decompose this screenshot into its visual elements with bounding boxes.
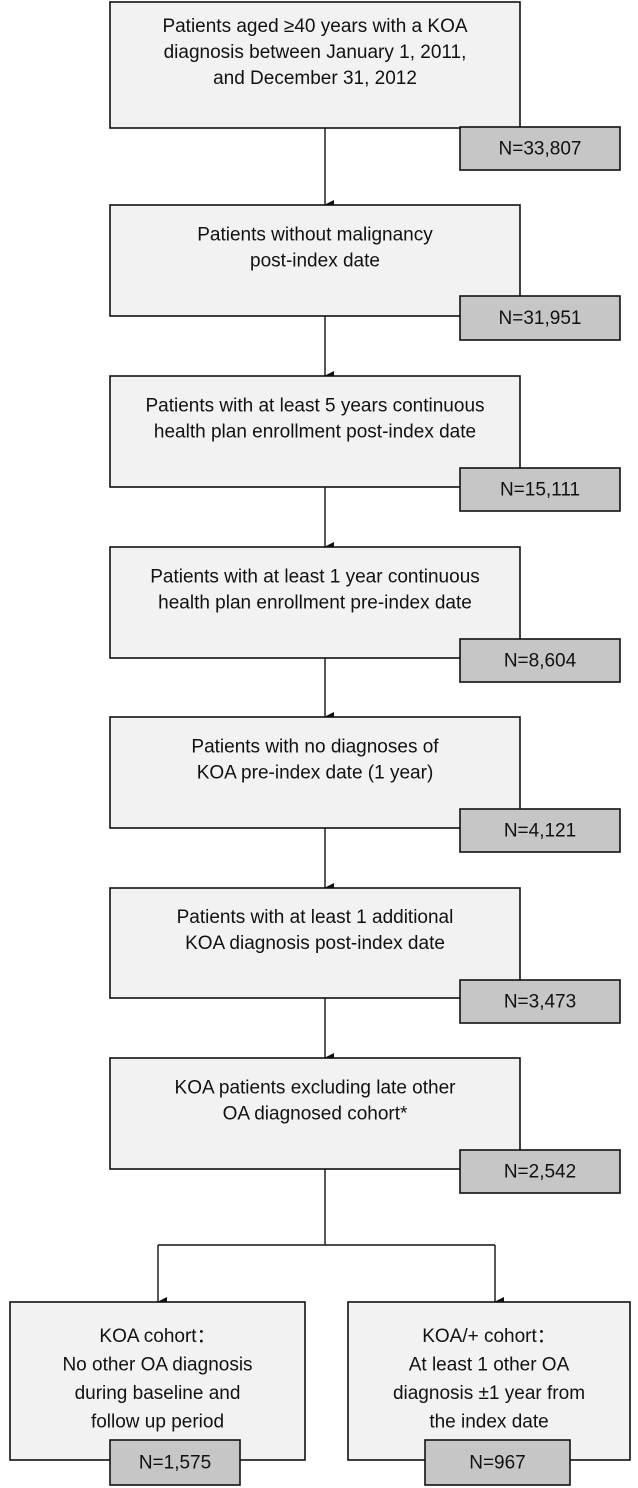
count-text: N=2,542 (504, 1162, 576, 1183)
step-box (109, 1057, 521, 1170)
count-text: N=1,575 (139, 1453, 211, 1474)
step-text: post-index date (250, 251, 380, 272)
step-text: KOA diagnosis post-index date (185, 933, 445, 954)
step-text: health plan enrollment post-index date (154, 422, 476, 443)
step-box (109, 887, 521, 999)
count-box (424, 1439, 571, 1486)
step-text: Patients with at least 1 year continuous (150, 567, 480, 588)
step-box (109, 546, 521, 659)
step-text: Patients with at least 5 years continuou… (145, 396, 484, 417)
step-text: No other OA diagnosis (62, 1355, 252, 1376)
step-text: At least 1 other OA (409, 1355, 570, 1376)
step-box (109, 204, 521, 317)
count-text: N=3,473 (504, 992, 576, 1013)
step-box (109, 716, 521, 829)
count-box (459, 979, 621, 1024)
step-text: and December 31, 2012 (213, 68, 417, 89)
count-box (459, 1149, 621, 1194)
step-box (109, 1, 521, 129)
count-text: N=15,111 (500, 480, 580, 501)
step-text: during baseline and (75, 1383, 241, 1404)
step-text: KOA cohort： (99, 1326, 215, 1347)
step-text: OA diagnosed cohort* (223, 1104, 408, 1125)
count-text: N=33,807 (499, 139, 582, 160)
step-box (109, 375, 521, 488)
connectors (157, 128, 504, 1307)
count-box (459, 467, 621, 512)
step-text: Patients without malignancy (197, 225, 433, 246)
step-text: Patients with no diagnoses of (191, 737, 439, 758)
step-text: KOA patients excluding late other (175, 1078, 457, 1099)
step-text: the index date (429, 1412, 548, 1433)
count-text: N=8,604 (504, 651, 577, 672)
split-line (158, 1169, 495, 1246)
step-text: follow up period (91, 1412, 224, 1433)
count-text: N=31,951 (499, 308, 582, 329)
count-box (459, 295, 621, 341)
count-box (459, 638, 621, 683)
step-text: Patients aged ≥40 years with a KOA (162, 16, 467, 37)
step-text: KOA/+ cohort： (422, 1326, 556, 1347)
step-text: diagnosis between January 1, 2011, (164, 42, 467, 63)
step-box (9, 1301, 306, 1461)
step-text: health plan enrollment pre-index date (158, 593, 472, 614)
count-box (459, 808, 621, 853)
step-text: diagnosis ±1 year from (393, 1383, 585, 1404)
count-box (459, 126, 621, 171)
count-text: N=4,121 (504, 821, 576, 842)
step-text: Patients with at least 1 additional (177, 907, 454, 928)
count-text: N=967 (469, 1453, 526, 1474)
step-text: KOA pre-index date (1 year) (197, 763, 434, 784)
count-box (109, 1439, 241, 1486)
